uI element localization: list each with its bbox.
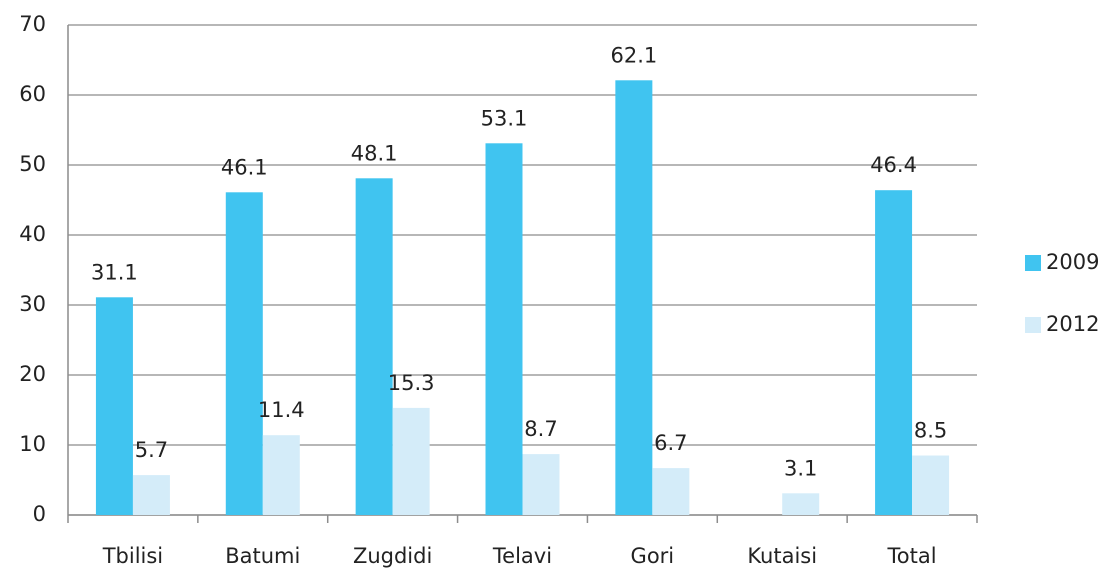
legend-swatch <box>1025 255 1041 271</box>
legend-label: 2012 <box>1046 312 1099 336</box>
bar <box>485 143 523 516</box>
x-tick-label: Batumi <box>225 544 300 568</box>
data-label: 48.1 <box>351 141 398 165</box>
bar <box>522 454 560 515</box>
y-tick-label: 0 <box>33 502 46 526</box>
data-label: 8.5 <box>914 419 947 443</box>
bar <box>782 493 820 515</box>
y-tick-label: 10 <box>19 432 46 456</box>
data-label: 3.1 <box>784 456 817 480</box>
data-label: 31.1 <box>91 260 138 284</box>
bar <box>652 468 690 515</box>
bar <box>615 80 653 516</box>
y-tick-label: 60 <box>19 82 46 106</box>
y-tick-label: 30 <box>19 292 46 316</box>
bar <box>95 297 133 515</box>
y-tick-label: 20 <box>19 362 46 386</box>
data-label: 46.1 <box>221 155 268 179</box>
data-label: 46.4 <box>870 153 917 177</box>
data-label: 53.1 <box>481 106 528 130</box>
y-tick-label: 70 <box>19 12 46 36</box>
x-tick-label: Telavi <box>492 544 552 568</box>
data-label: 5.7 <box>135 438 168 462</box>
bar <box>392 407 430 515</box>
data-label: 15.3 <box>388 371 435 395</box>
bar <box>262 435 300 515</box>
bar <box>355 178 393 516</box>
bar <box>912 455 950 515</box>
x-tick-label: Zugdidi <box>353 544 432 568</box>
x-tick-label: Kutaisi <box>747 544 817 568</box>
x-tick-label: Gori <box>631 544 675 568</box>
data-label: 6.7 <box>654 431 687 455</box>
x-tick-label: Tbilisi <box>102 544 163 568</box>
data-label: 11.4 <box>258 398 305 422</box>
y-tick-label: 50 <box>19 152 46 176</box>
data-label: 62.1 <box>610 43 657 67</box>
bar <box>875 190 913 515</box>
legend-label: 2009 <box>1046 250 1099 274</box>
legend-swatch <box>1025 317 1041 333</box>
bar <box>132 475 170 515</box>
x-tick-label: Total <box>887 544 937 568</box>
bar <box>225 192 263 516</box>
data-label: 8.7 <box>524 417 557 441</box>
y-tick-label: 40 <box>19 222 46 246</box>
